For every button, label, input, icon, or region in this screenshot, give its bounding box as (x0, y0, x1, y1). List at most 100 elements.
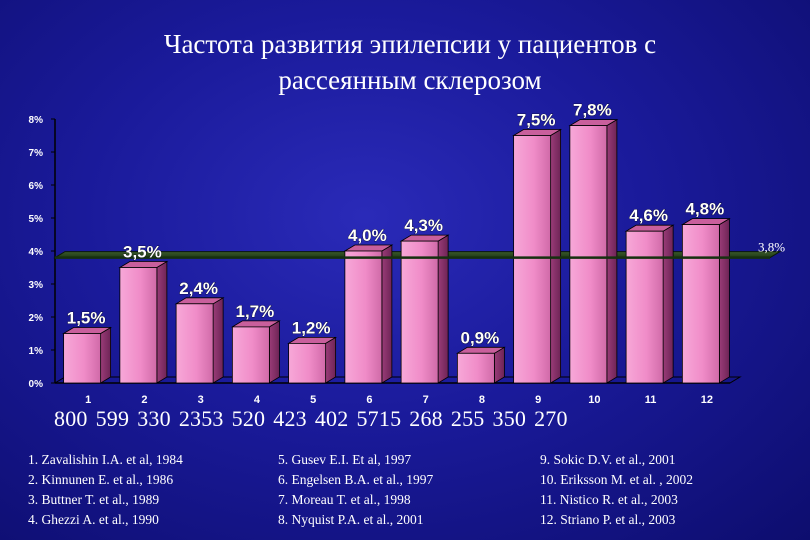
bar (455, 346, 506, 384)
reference-line-front: 3,8% (55, 240, 785, 259)
data-label: 4,0% (348, 226, 387, 245)
data-label: 3,5% (123, 243, 162, 262)
x-tick-label: 2 (141, 394, 147, 406)
reference-item: 7. Moreau T. et al., 1998 (278, 492, 411, 507)
reference-item: 11. Nistico R. et al., 2003 (540, 492, 678, 507)
bar-front (569, 125, 608, 384)
bar (230, 320, 281, 384)
bar (399, 234, 450, 384)
bar (680, 217, 731, 384)
bar-front (681, 224, 720, 384)
reference-item: 4. Ghezzi A. et al., 1990 (28, 512, 159, 527)
bar (512, 128, 563, 384)
sample-sizes-row: 800 599 330 2353 520 423 402 5715 268 255 350 270 (54, 406, 576, 432)
reference-item: 5. Gusev E.I. Et al, 1997 (278, 452, 412, 467)
bar-side (606, 118, 618, 384)
y-tick-label: 4% (29, 247, 44, 258)
sample-size: 5715 (356, 406, 402, 431)
bar-side (718, 217, 730, 384)
x-tick-label: 11 (645, 394, 657, 406)
reference-item: 2. Kinnunen E. et al., 1986 (28, 472, 174, 487)
bar-side (212, 297, 224, 384)
chart-title-line-2: рассеянным склерозом (278, 65, 542, 95)
y-tick-label: 6% (29, 181, 44, 192)
bar (118, 260, 169, 384)
bar-side (325, 336, 337, 384)
reference-item: 10. Eriksson M. et al. , 2002 (540, 472, 693, 487)
sample-size: 270 (534, 406, 568, 431)
bar (343, 244, 394, 384)
x-tick-label: 7 (423, 394, 429, 406)
references-col-2: 5. Gusev E.I. Et al, 1997 6. Engelsen B.A… (278, 450, 433, 530)
y-tick-label: 8% (29, 115, 44, 126)
x-tick-label: 10 (588, 394, 600, 406)
bar-front (400, 240, 439, 384)
bar (62, 326, 113, 384)
data-label: 0,9% (461, 328, 500, 347)
bar-side (156, 260, 168, 384)
reference-item: 1. Zavalishin I.A. et al, 1984 (28, 452, 183, 467)
bar (568, 118, 619, 384)
bar-side (100, 326, 112, 384)
y-tick-label: 3% (29, 280, 44, 291)
bar (624, 224, 675, 384)
reference-item: 6. Engelsen B.A. et al., 1997 (278, 472, 434, 487)
sample-size: 800 (54, 406, 88, 431)
y-tick-label: 5% (29, 214, 44, 225)
sample-size: 268 (409, 406, 443, 431)
x-tick-label: 8 (479, 394, 485, 406)
x-tick-label: 4 (254, 394, 261, 406)
value-labels: 1,5% 3,5% 2,4% 1,7% 1,2% 4,0% 4,3% 0,9% 7,5% 7,8%… (66, 100, 725, 347)
x-tick-label: 6 (366, 394, 372, 406)
data-label: 4,6% (629, 206, 668, 225)
y-tick-label: 2% (29, 313, 44, 324)
sample-size: 423 (273, 406, 307, 431)
data-label: 1,7% (236, 302, 275, 321)
y-tick-label: 0% (29, 379, 44, 390)
data-label: 4,3% (404, 216, 443, 235)
bar-front (231, 326, 270, 384)
references-col-3: 9. Sokic D.V. et al., 2001 10. Eriksson M… (540, 450, 693, 530)
chart-title-line-1: Частота развития эпилепсии у пациентов с (163, 29, 657, 59)
bar-front (175, 303, 214, 384)
data-label: 2,4% (179, 279, 218, 298)
data-label: 4,8% (686, 200, 725, 219)
bar-front (625, 230, 664, 384)
bar-front (344, 250, 383, 384)
sample-size: 402 (314, 406, 349, 431)
bar (287, 336, 338, 384)
bar-front (513, 135, 552, 384)
bar-side (662, 224, 674, 384)
reference-item: 12. Striano P. et al., 2003 (540, 512, 676, 527)
data-label: 7,5% (517, 111, 556, 130)
data-label: 7,8% (573, 101, 612, 120)
reference-item: 3. Buttner T. et al., 1989 (28, 492, 160, 507)
reference-line-label: 3,8% (758, 240, 785, 255)
x-tick-label: 12 (701, 394, 713, 406)
reference-item: 9. Sokic D.V. et al., 2001 (540, 452, 676, 467)
x-tick-label: 3 (198, 394, 204, 406)
sample-size: 520 (231, 406, 266, 431)
y-tick-label: 1% (29, 346, 44, 357)
reference-item: 8. Nyquist P.A. et al., 2001 (278, 512, 424, 527)
sample-size: 2353 (178, 406, 224, 431)
y-tick-label: 7% (29, 148, 44, 159)
sample-size: 330 (137, 406, 171, 431)
bar-front (456, 352, 495, 384)
bar-front (119, 267, 158, 384)
data-label: 1,5% (67, 309, 106, 328)
data-label: 1,2% (292, 318, 331, 337)
sample-size: 599 (95, 406, 130, 431)
bar-side (550, 128, 562, 384)
bar-side (268, 320, 280, 384)
bar-front (63, 333, 102, 384)
bar-front (288, 342, 327, 384)
bar (174, 297, 225, 384)
chart-title: Частота развития эпилепсии у пациентов с… (60, 26, 760, 98)
x-tick-label: 9 (535, 394, 541, 406)
axes: 0%1%2%3%4%5%6%7%8%1 2 3 4 5 6 7 8 9 10 11 12 (29, 115, 742, 406)
bar-side (381, 244, 393, 384)
sample-size: 350 (492, 406, 527, 431)
sample-size: 255 (450, 406, 485, 431)
